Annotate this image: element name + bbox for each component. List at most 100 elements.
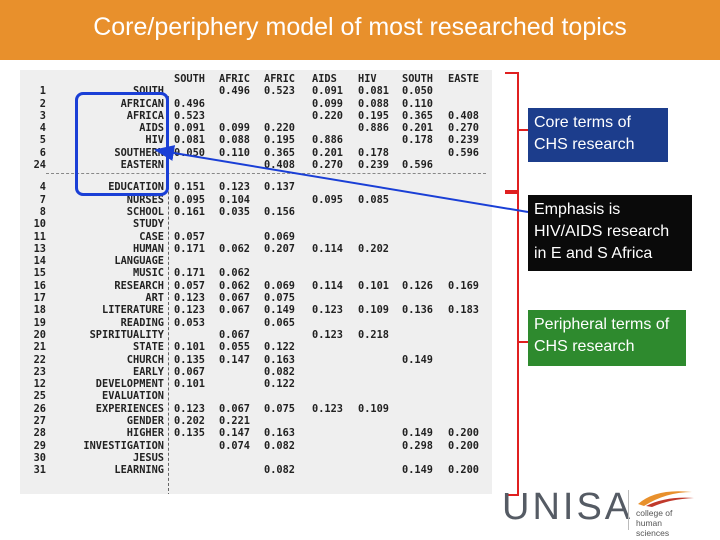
table-row: 30 JESUS <box>28 452 486 464</box>
cell-value: 0.065 <box>264 316 295 329</box>
cell-value: 0.149 <box>264 304 295 317</box>
cell-value: 0.035 <box>219 205 250 218</box>
row-number: 4 <box>39 181 46 194</box>
table-row: 10 STUDY <box>28 218 486 230</box>
term-label: NURSES <box>126 193 164 206</box>
table-row: 26 EXPERIENCES 0.123 0.067 0.075 0.123 0.109 <box>28 403 486 415</box>
term-label: ART <box>145 292 164 305</box>
term-label: SCHOOL <box>126 205 164 218</box>
term-label: RESEARCH <box>114 279 164 292</box>
cell-value: 0.057 <box>174 279 205 292</box>
table-row: 20 SPIRITUALITY 0.067 0.123 0.218 <box>28 329 486 341</box>
term-label: JESUS <box>133 451 164 464</box>
cell-value: 0.218 <box>358 328 389 341</box>
cell-value: 0.109 <box>358 402 389 415</box>
row-number: 20 <box>33 328 46 341</box>
swoosh-icon <box>638 491 694 507</box>
cell-value: 0.091 <box>312 85 343 98</box>
row-divider <box>46 173 486 179</box>
column-header: SOUTH <box>402 73 433 85</box>
term-label: SPIRITUALITY <box>89 328 164 341</box>
term-label: EDUCATION <box>108 181 164 194</box>
table-row: 14 LANGUAGE <box>28 255 486 267</box>
table-row: 18 LITERATURE 0.123 0.067 0.149 0.123 0.109 0.1… <box>28 304 486 316</box>
cell-value: 0.123 <box>174 292 205 305</box>
cell-value: 0.075 <box>264 402 295 415</box>
cell-value: 0.220 <box>312 109 343 122</box>
cell-value: 0.123 <box>174 402 205 415</box>
term-label: DEVELOPMENT <box>95 378 164 391</box>
row-number: 11 <box>33 230 46 243</box>
peripheral-terms-callout: Peripheral terms of CHS research <box>528 310 686 366</box>
cell-value: 0.062 <box>219 267 250 280</box>
cell-value: 0.091 <box>174 122 205 135</box>
column-divider <box>168 96 170 494</box>
row-number: 2 <box>39 97 46 110</box>
cell-value: 0.135 <box>174 353 205 366</box>
row-number: 30 <box>33 451 46 464</box>
core-terms-callout: Core terms of CHS research <box>528 108 668 162</box>
term-label: STATE <box>133 341 164 354</box>
table-row: 7 NURSES 0.095 0.104 0.095 0.085 <box>28 194 486 206</box>
logo-wordmark: UNISA <box>502 486 634 528</box>
cell-value: 0.122 <box>264 378 295 391</box>
row-number: 7 <box>39 193 46 206</box>
term-label: HUMAN <box>133 242 164 255</box>
cell-value: 0.496 <box>219 85 250 98</box>
cell-value: 0.050 <box>402 85 433 98</box>
cell-value: 0.114 <box>312 279 343 292</box>
cell-value: 0.067 <box>219 292 250 305</box>
table-row: 22 CHURCH 0.135 0.147 0.163 0.149 <box>28 354 486 366</box>
cell-value: 0.195 <box>358 109 389 122</box>
core-bracket <box>505 72 519 192</box>
cell-value: 0.171 <box>174 242 205 255</box>
cell-value: 0.221 <box>219 415 250 428</box>
table-row: 25 EVALUATION <box>28 390 486 402</box>
term-label: MUSIC <box>133 267 164 280</box>
cell-value: 0.082 <box>264 365 295 378</box>
column-header: SOUTH <box>174 73 205 85</box>
row-number: 24 <box>33 159 46 172</box>
table-row: 4 AIDS 0.091 0.099 0.220 0.886 0.201 0.270 <box>28 122 486 134</box>
core-highlight-box <box>75 92 169 196</box>
cell-value: 0.082 <box>264 464 295 477</box>
table-row: 6 SOUTHERN 0.050 0.110 0.365 0.201 0.178 0.596 <box>28 147 486 159</box>
table-row: 19 READING 0.053 0.065 <box>28 317 486 329</box>
cell-value: 0.200 <box>448 427 479 440</box>
row-number: 1 <box>39 85 46 98</box>
logo-subtitle: college of human sciences <box>636 508 673 538</box>
cell-value: 0.050 <box>174 146 205 159</box>
table-row: 4 EDUCATION 0.151 0.123 0.137 <box>28 181 486 193</box>
cell-value: 0.178 <box>402 134 433 147</box>
term-label: EXPERIENCES <box>95 402 164 415</box>
slide-title: Core/periphery model of most researched … <box>93 13 627 41</box>
cell-value: 0.135 <box>174 427 205 440</box>
cell-value: 0.067 <box>219 328 250 341</box>
cell-value: 0.122 <box>264 341 295 354</box>
row-number: 5 <box>39 134 46 147</box>
cell-value: 0.201 <box>402 122 433 135</box>
cell-value: 0.114 <box>312 242 343 255</box>
row-number: 8 <box>39 205 46 218</box>
table-row: 13 HUMAN 0.171 0.062 0.207 0.114 0.202 <box>28 243 486 255</box>
row-number: 10 <box>33 218 46 231</box>
row-number: 14 <box>33 255 46 268</box>
cell-value: 0.062 <box>219 242 250 255</box>
cell-value: 0.365 <box>264 146 295 159</box>
row-number: 26 <box>33 402 46 415</box>
cell-value: 0.085 <box>358 193 389 206</box>
cell-value: 0.126 <box>402 279 433 292</box>
term-label: CHURCH <box>126 353 164 366</box>
cell-value: 0.067 <box>219 304 250 317</box>
cell-value: 0.365 <box>402 109 433 122</box>
cell-value: 0.069 <box>264 279 295 292</box>
cell-value: 0.149 <box>402 427 433 440</box>
cell-value: 0.270 <box>448 122 479 135</box>
term-label: INVESTIGATION <box>83 439 164 452</box>
cell-value: 0.596 <box>448 146 479 159</box>
cell-value: 0.123 <box>312 304 343 317</box>
term-label: GENDER <box>126 415 164 428</box>
cell-value: 0.074 <box>219 439 250 452</box>
column-header: HIV <box>358 73 377 85</box>
cell-value: 0.163 <box>264 353 295 366</box>
